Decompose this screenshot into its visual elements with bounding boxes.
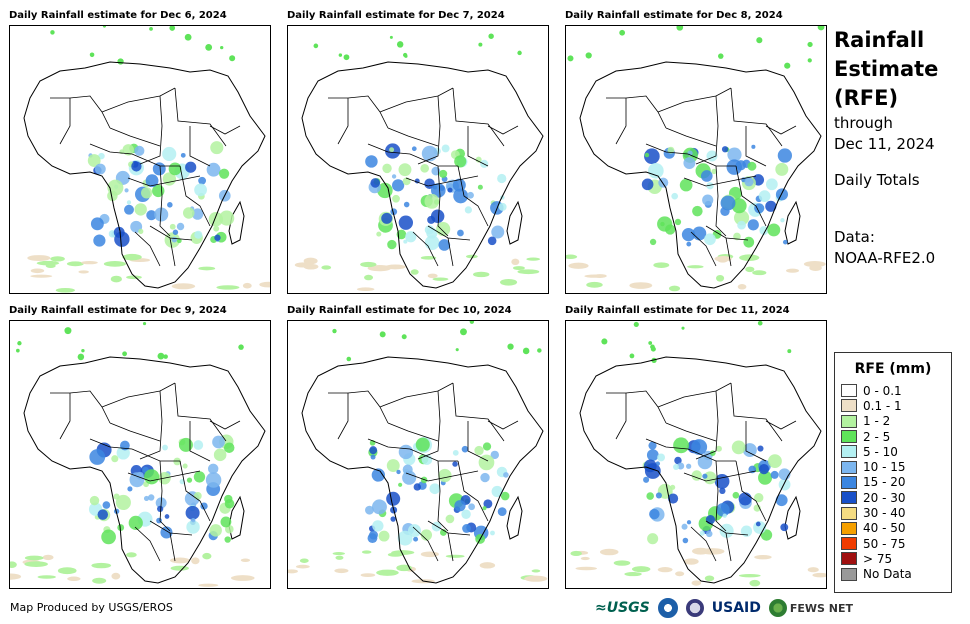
through-label: through (834, 114, 893, 132)
legend-item: > 75 (835, 551, 951, 566)
title-line: Rainfall (834, 28, 925, 52)
panel-title: Daily Rainfall estimate for Dec 11, 2024 (565, 305, 790, 316)
fewsnet-logo: FEWS NET (789, 601, 854, 615)
legend-item: 40 - 50 (835, 521, 951, 536)
usaid-logo: USAID (711, 600, 761, 616)
rainfall-map (287, 320, 549, 589)
legend-swatch (841, 552, 857, 566)
panel-title: Daily Rainfall estimate for Dec 6, 2024 (9, 10, 227, 21)
panel-dec-9: Daily Rainfall estimate for Dec 9, 2024 (9, 304, 271, 589)
legend-label: 15 - 20 (863, 475, 906, 490)
legend-swatch (841, 414, 857, 428)
globe-icon (768, 599, 787, 617)
legend-swatch (841, 399, 857, 413)
legend-title: RFE (mm) (854, 361, 932, 377)
legend-item: 5 - 10 (835, 444, 951, 459)
legend-swatch (841, 475, 857, 489)
africa-map (10, 321, 266, 587)
africa-map (294, 33, 544, 291)
legend-swatch (841, 384, 857, 398)
legend-swatch (841, 430, 857, 444)
legend-swatch (841, 521, 857, 535)
map-title-block: Rainfall Estimate (RFE) through Dec 11, … (834, 26, 964, 269)
rainfall-map (9, 25, 271, 294)
totals-label: Daily Totals (834, 171, 920, 189)
africa-map (570, 321, 826, 587)
legend-item: 50 - 75 (835, 536, 951, 551)
legend-label: 2 - 5 (863, 429, 891, 444)
panel-dec-7: Daily Rainfall estimate for Dec 7, 2024 (287, 9, 549, 294)
legend-label: 5 - 10 (863, 444, 898, 459)
legend-item: 15 - 20 (835, 475, 951, 490)
legend-item: 2 - 5 (835, 429, 951, 444)
rainfall-map (287, 25, 549, 294)
africa-map (566, 26, 826, 292)
legend-item: 20 - 30 (835, 490, 951, 505)
panel-dec-11: Daily Rainfall estimate for Dec 11, 2024 (565, 304, 827, 589)
panel-title: Daily Rainfall estimate for Dec 9, 2024 (9, 305, 227, 316)
usgs-logo: ≈USGS (595, 600, 650, 616)
legend-label: 10 - 15 (863, 460, 906, 475)
legend-item: 1 - 2 (835, 414, 951, 429)
legend-item: 30 - 40 (835, 505, 951, 520)
rainfall-map (565, 320, 827, 589)
logo-strip: ≈USGS USAID FEWS NET (595, 598, 861, 618)
end-date: Dec 11, 2024 (834, 135, 935, 153)
panel-dec-10: Daily Rainfall estimate for Dec 10, 2024 (287, 304, 549, 589)
panel-dec-6: Daily Rainfall estimate for Dec 6, 2024 (9, 9, 271, 294)
panel-title: Daily Rainfall estimate for Dec 7, 2024 (287, 10, 505, 21)
rainfall-map (9, 320, 271, 589)
title-line: Estimate (834, 57, 939, 81)
credit-text: Map Produced by USGS/EROS (10, 601, 173, 614)
legend-label: 1 - 2 (863, 414, 891, 429)
legend-label: 20 - 30 (863, 490, 906, 505)
noaa-logo-icon (657, 598, 678, 618)
legend-swatch (841, 537, 857, 551)
data-label: Data: (834, 228, 875, 246)
legend-swatch (841, 445, 857, 459)
legend-swatch (841, 567, 857, 581)
legend-item: 0 - 0.1 (835, 383, 951, 398)
legend-label: 0 - 0.1 (863, 383, 902, 398)
legend-item: 10 - 15 (835, 459, 951, 474)
africa-map (288, 321, 548, 584)
title-line: (RFE) (834, 86, 899, 110)
panel-title: Daily Rainfall estimate for Dec 10, 2024 (287, 305, 512, 316)
rainfall-map (565, 25, 827, 294)
legend-label: No Data (863, 567, 912, 582)
legend-item: No Data (835, 567, 951, 582)
legend-swatch (841, 460, 857, 474)
africa-map (23, 26, 270, 293)
legend-label: 30 - 40 (863, 506, 906, 521)
legend-label: 50 - 75 (863, 536, 906, 551)
legend-swatch (841, 506, 857, 520)
legend-label: > 75 (863, 551, 893, 566)
data-source: NOAA-RFE2.0 (834, 249, 936, 267)
dos-seal-icon (685, 599, 704, 617)
panel-title: Daily Rainfall estimate for Dec 8, 2024 (565, 10, 783, 21)
legend-item: 0.1 - 1 (835, 398, 951, 413)
legend-label: 0.1 - 1 (863, 398, 902, 413)
panel-dec-8: Daily Rainfall estimate for Dec 8, 2024 (565, 9, 827, 294)
legend-swatch (841, 491, 857, 505)
legend-label: 40 - 50 (863, 521, 906, 536)
